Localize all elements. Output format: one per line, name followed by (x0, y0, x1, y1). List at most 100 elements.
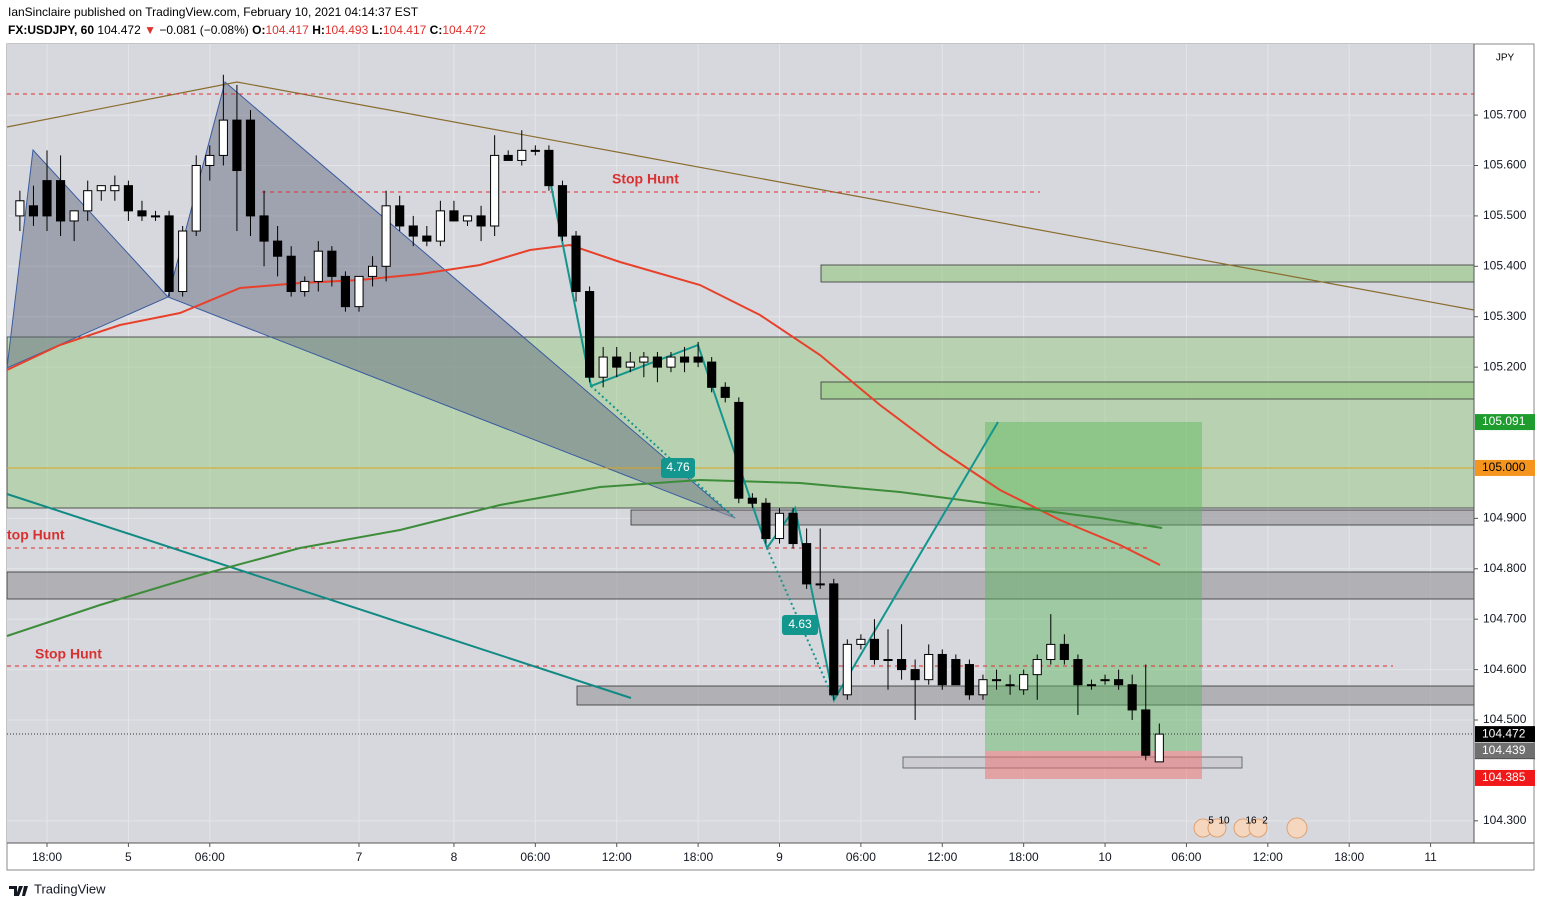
candle-body (503, 154, 513, 161)
candle-body (571, 235, 581, 293)
x-tick-label: 8 (451, 850, 458, 864)
footer: TradingView (34, 881, 106, 896)
candle-body (408, 225, 418, 237)
event-count: 5 (1208, 816, 1214, 827)
o-value: 104.417 (265, 23, 309, 37)
x-tick-label: 06:00 (195, 850, 225, 864)
candle-body (205, 154, 215, 166)
candle-body (110, 185, 120, 192)
event-icon (1207, 818, 1227, 838)
candle-body (83, 190, 93, 212)
x-tick-label: 10 (1098, 850, 1112, 864)
x-tick-label: 12:00 (1253, 850, 1283, 864)
x-tick-label: 12:00 (602, 850, 632, 864)
zone (820, 264, 1475, 283)
x-tick-label: 06:00 (846, 850, 876, 864)
candle-body (829, 583, 839, 696)
candle-body (544, 149, 554, 187)
candle-body (286, 255, 296, 293)
l-value: 104.417 (382, 23, 427, 37)
candle-body (598, 356, 608, 378)
y-tick-label: 104.600 (1483, 662, 1527, 676)
candle-body (625, 361, 635, 368)
candle-body (490, 154, 500, 227)
y-tick-label: 104.300 (1483, 813, 1527, 827)
y-tick-label: 104.800 (1483, 561, 1527, 575)
candle-body (1059, 643, 1069, 661)
candle-body (69, 210, 79, 222)
c-label: C: (429, 23, 443, 37)
candle-body (191, 164, 201, 232)
y-tick-label: 104.900 (1483, 511, 1527, 525)
ratio-label: 4.63 (788, 617, 812, 631)
candle-body (978, 679, 988, 696)
x-tick-label: 18:00 (683, 850, 713, 864)
candle-body (910, 669, 920, 681)
candle-body (679, 356, 690, 363)
candle-body (1114, 679, 1124, 686)
price-label: 104.472 (1482, 726, 1526, 740)
price-label-box (1475, 769, 1535, 786)
y-tick-label: 104.500 (1483, 712, 1527, 726)
x-tick-label: 18:00 (32, 850, 62, 864)
candle-body (340, 275, 351, 308)
candle-body (788, 512, 798, 545)
candle-body (354, 275, 364, 308)
o-label: O: (252, 23, 266, 37)
price-label-box (1475, 742, 1535, 759)
y-tick-label: 105.500 (1483, 208, 1527, 222)
candle-body (96, 185, 106, 192)
stop-zone (985, 751, 1202, 779)
l-label: L: (371, 23, 383, 37)
price-label-box (1475, 414, 1535, 431)
ratio-label: 4.76 (666, 460, 690, 474)
candle-body (774, 512, 785, 540)
logo (9, 886, 28, 896)
candle-body (313, 250, 323, 282)
h-value: 104.493 (324, 23, 369, 37)
price-label: 104.385 (1482, 770, 1526, 784)
candle-body (991, 679, 1002, 682)
y-tick-label: 105.300 (1483, 309, 1527, 323)
candle-body (395, 205, 405, 227)
candle-body (15, 200, 25, 217)
candle-body (747, 497, 757, 504)
event-count: 16 (1245, 816, 1257, 827)
candle-body (435, 210, 445, 242)
candle-body (367, 265, 378, 277)
candle-body (720, 386, 730, 398)
candle-body (1019, 674, 1029, 691)
candle-body (761, 502, 771, 540)
candle-body (232, 119, 242, 172)
candle-body (218, 119, 228, 156)
candle-body (937, 653, 947, 686)
x-tick-label: 5 (125, 850, 132, 864)
candle-body (462, 215, 473, 222)
candle-body (869, 638, 880, 661)
event-icon (1248, 818, 1268, 838)
symbol-line: FX:USDJPY, 60 104.472 ▼ −0.081 (−0.08%) … (8, 23, 486, 37)
y-tick-label: 105.600 (1483, 158, 1527, 172)
candle-body (476, 215, 486, 227)
candle-body (137, 210, 147, 217)
annotation: top Hunt (7, 527, 65, 543)
y-tick-label: 105.200 (1483, 359, 1527, 373)
candle-body (1073, 659, 1083, 686)
candle-body (856, 638, 866, 645)
arrow: ▼ (144, 23, 157, 37)
zone (820, 381, 1475, 400)
change: −0.081 (−0.08%) (159, 23, 249, 37)
annotation: Stop Hunt (35, 646, 102, 662)
candle-body (693, 356, 703, 363)
price-label: 105.000 (1482, 460, 1526, 474)
event-icon (1286, 817, 1308, 839)
candle-body (707, 361, 717, 388)
ratio-box (782, 615, 818, 635)
x-tick-label: 9 (776, 850, 783, 864)
x-tick-label: 06:00 (1171, 850, 1201, 864)
symbol: FX:USDJPY, 60 (8, 23, 95, 37)
x-tick-label: 11 (1424, 850, 1437, 864)
zone (6, 571, 1475, 600)
candle-body (1032, 659, 1042, 676)
